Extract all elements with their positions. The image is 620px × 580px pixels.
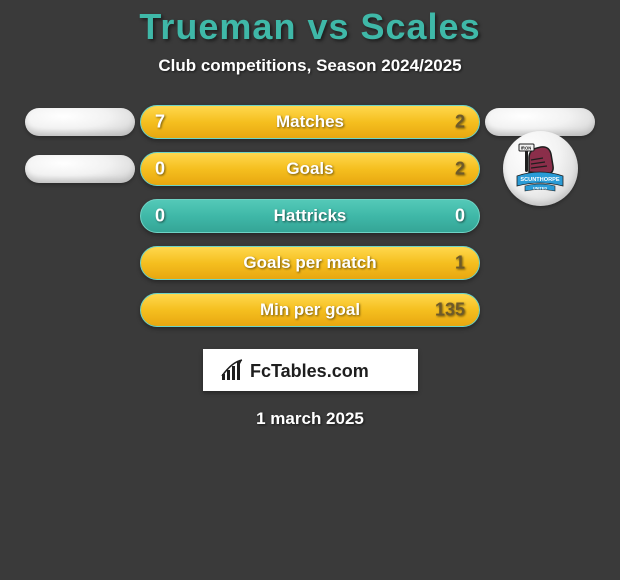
subtitle: Club competitions, Season 2024/2025: [158, 56, 461, 76]
stat-left-value: 0: [155, 158, 165, 179]
stat-bar: Hattricks 0 0: [140, 199, 480, 233]
bar-fill-right: [405, 106, 479, 138]
stat-label: Hattricks: [274, 206, 347, 226]
stat-bar: Goals 0 2: [140, 152, 480, 186]
stat-label: Goals: [286, 159, 333, 179]
right-side: [480, 292, 600, 327]
page-title: Trueman vs Scales: [139, 6, 480, 48]
brand-logo: FcTables.com: [220, 356, 400, 384]
stat-right-value: 2: [455, 158, 465, 179]
left-side: [20, 104, 140, 139]
right-side: [480, 245, 600, 280]
stat-label: Matches: [276, 112, 344, 132]
team-badge: IRON SCUNTHORPE UNITED: [503, 131, 578, 206]
left-side: [20, 292, 140, 327]
stat-label: Goals per match: [243, 253, 376, 273]
stat-left-value: 7: [155, 111, 165, 132]
left-team-ellipse: [25, 108, 135, 136]
svg-text:IRON: IRON: [521, 145, 531, 150]
right-side: IRON SCUNTHORPE UNITED: [480, 151, 600, 186]
stat-bar: Matches 7 2: [140, 105, 480, 139]
comparison-graphic: Trueman vs Scales Club competitions, Sea…: [0, 0, 620, 580]
stats-rows: Matches72Goals02 IRON SCUNTHORPE UNITED …: [0, 104, 620, 327]
stat-bar: Goals per match 1: [140, 246, 480, 280]
stat-row: Goals per match 1: [0, 245, 620, 280]
bar-fill-left: [141, 106, 405, 138]
stat-label: Min per goal: [260, 300, 360, 320]
stat-right-value: 1: [455, 252, 465, 273]
stat-row: Goals 0 2 IRON SCUNTHORPE UNITED: [0, 151, 620, 186]
stat-right-value: 2: [455, 111, 465, 132]
left-team-ellipse: [25, 155, 135, 183]
left-side: [20, 151, 140, 186]
stat-right-value: 0: [455, 205, 465, 226]
svg-text:SCUNTHORPE: SCUNTHORPE: [520, 177, 559, 183]
brand-box: FcTables.com: [203, 349, 418, 391]
stat-left-value: 0: [155, 205, 165, 226]
left-side: [20, 198, 140, 233]
stat-right-value: 135: [435, 299, 465, 320]
left-side: [20, 245, 140, 280]
stat-row: Min per goal 135: [0, 292, 620, 327]
scunthorpe-badge-icon: IRON SCUNTHORPE UNITED: [509, 138, 571, 200]
svg-text:FcTables.com: FcTables.com: [250, 361, 369, 381]
date-label: 1 march 2025: [256, 409, 364, 429]
svg-text:UNITED: UNITED: [533, 186, 547, 190]
stat-bar: Min per goal 135: [140, 293, 480, 327]
